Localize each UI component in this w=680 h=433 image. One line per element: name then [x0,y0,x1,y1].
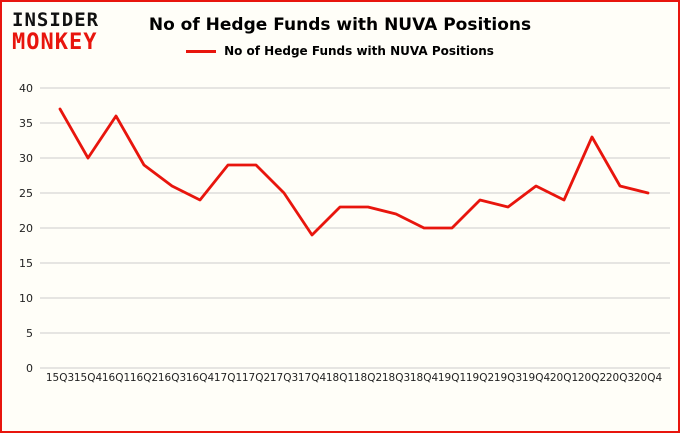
x-tick-label: 15Q4 [74,372,103,384]
y-tick-label: 20 [19,222,33,235]
series-line [58,107,650,237]
title-block: No of Hedge Funds with NUVA Positions No… [2,2,678,58]
y-tick-label: 30 [19,152,33,165]
x-tick-label: 15Q3 [46,372,74,384]
x-tick-label: 20Q4 [634,372,663,384]
line-chart: 0 5 10 15 20 25 30 35 40 15Q3 15Q4 16Q1 16Q2 16Q3 16Q4… [19,82,670,384]
y-tick-label: 40 [19,82,33,95]
x-tick-label: 16Q1 [102,372,130,384]
x-tick-label: 19Q3 [494,372,522,384]
x-tick-label: 16Q3 [158,372,186,384]
insider-monkey-logo: INSIDER MONKEY [12,10,99,55]
y-tick-label: 5 [26,327,33,340]
logo-text-insider: INSIDER [12,9,100,31]
x-tick-label: 17Q2 [242,372,270,384]
legend-line-swatch [186,49,217,53]
chart-title: No of Hedge Funds with NUVA Positions [148,15,532,35]
x-tick-label: 19Q2 [466,372,494,384]
legend-label: No of Hedge Funds with NUVA Positions [224,44,494,58]
x-tick-label: 19Q1 [438,372,466,384]
x-tick-label: 17Q1 [214,372,242,384]
y-tick-label: 0 [26,362,33,375]
x-tick-label: 17Q3 [270,372,298,384]
x-tick-label: 18Q4 [410,372,439,384]
x-tick-label: 20Q1 [550,372,578,384]
x-tick-label: 16Q2 [130,372,158,384]
x-tick-label: 20Q2 [578,372,606,384]
y-tick-label: 10 [19,292,33,305]
x-tick-label: 20Q3 [606,372,634,384]
y-tick-label: 35 [19,117,33,130]
y-tick-label: 15 [19,257,33,270]
x-tick-label: 16Q4 [186,372,215,384]
x-tick-label: 18Q2 [354,372,382,384]
x-tick-label: 18Q3 [382,372,410,384]
logo-text-monkey: MONKEY [12,29,98,55]
x-tick-label: 18Q1 [326,372,354,384]
y-tick-label: 25 [19,187,33,200]
x-tick-label: 17Q4 [298,372,327,384]
x-tick-label: 19Q4 [522,372,551,384]
chart-legend: No of Hedge Funds with NUVA Positions [2,44,678,58]
